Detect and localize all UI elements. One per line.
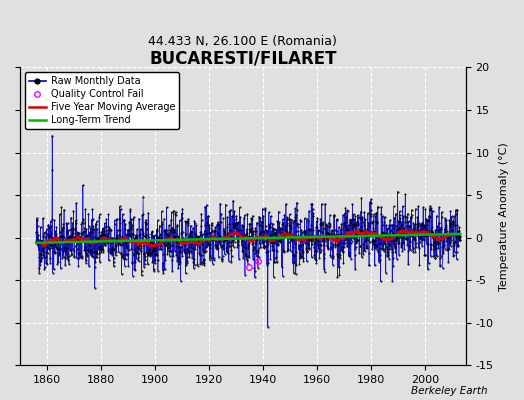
Y-axis label: Temperature Anomaly (°C): Temperature Anomaly (°C): [499, 142, 509, 291]
Title: BUCARESTI/FILARET: BUCARESTI/FILARET: [149, 50, 336, 68]
Legend: Raw Monthly Data, Quality Control Fail, Five Year Moving Average, Long-Term Tren: Raw Monthly Data, Quality Control Fail, …: [25, 72, 179, 129]
Text: Berkeley Earth: Berkeley Earth: [411, 386, 487, 396]
Text: 44.433 N, 26.100 E (Romania): 44.433 N, 26.100 E (Romania): [148, 35, 337, 48]
